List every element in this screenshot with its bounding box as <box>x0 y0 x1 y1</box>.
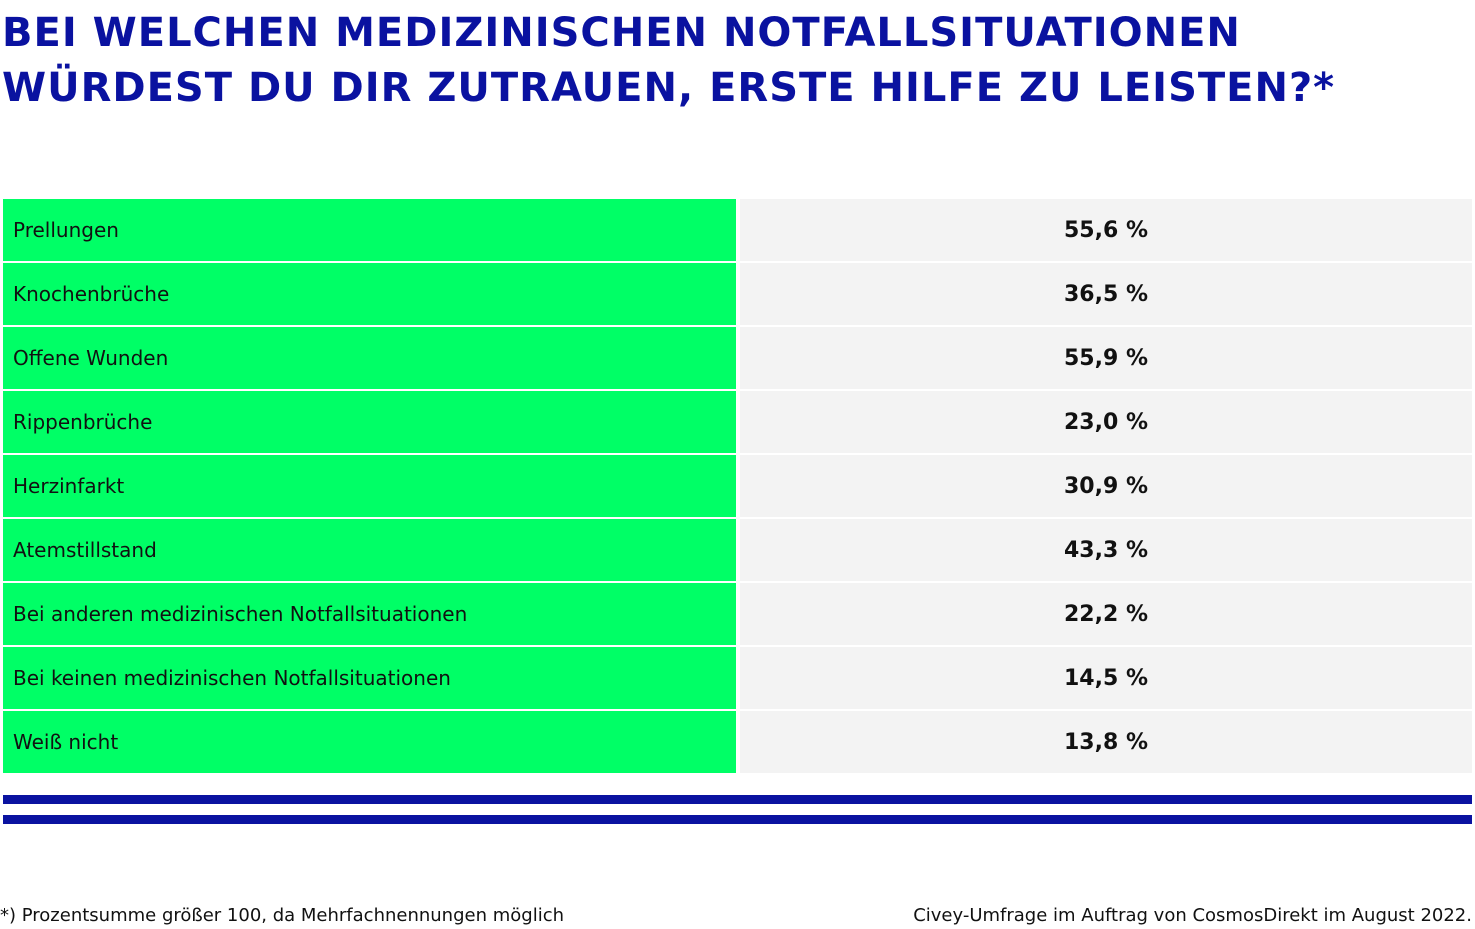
row-label: Bei anderen medizinischen Notfallsituati… <box>3 583 736 645</box>
chart-title-line-2: WÜRDEST DU DIR ZUTRAUEN, ERSTE HILFE ZU … <box>2 65 1336 111</box>
row-value: 14,5 % <box>740 647 1472 709</box>
row-value: 55,9 % <box>740 327 1472 389</box>
cell-gap <box>736 519 740 581</box>
cell-gap <box>736 263 740 325</box>
table-row: Knochenbrüche 36,5 % <box>3 263 1472 325</box>
table-row: Herzinfarkt 30,9 % <box>3 455 1472 517</box>
chart-title: BEI WELCHEN MEDIZINISCHEN NOTFALLSITUATI… <box>2 6 1335 116</box>
cell-gap <box>736 455 740 517</box>
divider-rule-bottom <box>3 815 1472 824</box>
row-value: 36,5 % <box>740 263 1472 325</box>
row-value: 22,2 % <box>740 583 1472 645</box>
source-note: Civey-Umfrage im Auftrag von CosmosDirek… <box>913 905 1472 926</box>
row-value: 43,3 % <box>740 519 1472 581</box>
row-value: 23,0 % <box>740 391 1472 453</box>
row-label: Rippenbrüche <box>3 391 736 453</box>
table-row: Rippenbrüche 23,0 % <box>3 391 1472 453</box>
row-value: 13,8 % <box>740 711 1472 773</box>
row-label: Offene Wunden <box>3 327 736 389</box>
table-row: Offene Wunden 55,9 % <box>3 327 1472 389</box>
cell-gap <box>736 711 740 773</box>
table-row: Bei keinen medizinischen Notfallsituatio… <box>3 647 1472 709</box>
row-value: 55,6 % <box>740 199 1472 261</box>
footnote: *) Prozentsumme größer 100, da Mehrfachn… <box>0 905 565 926</box>
cell-gap <box>736 583 740 645</box>
table-row: Prellungen 55,6 % <box>3 199 1472 261</box>
row-label: Bei keinen medizinischen Notfallsituatio… <box>3 647 736 709</box>
results-table: Prellungen 55,6 % Knochenbrüche 36,5 % Offen… <box>3 199 1472 775</box>
cell-gap <box>736 391 740 453</box>
cell-gap <box>736 647 740 709</box>
table-row: Bei anderen medizinischen Notfallsituati… <box>3 583 1472 645</box>
row-label: Atemstillstand <box>3 519 736 581</box>
row-label: Herzinfarkt <box>3 455 736 517</box>
chart-title-line-1: BEI WELCHEN MEDIZINISCHEN NOTFALLSITUATI… <box>2 10 1241 56</box>
row-label: Knochenbrüche <box>3 263 736 325</box>
cell-gap <box>736 199 740 261</box>
table-row: Weiß nicht 13,8 % <box>3 711 1472 773</box>
row-label: Weiß nicht <box>3 711 736 773</box>
row-value: 30,9 % <box>740 455 1472 517</box>
row-label: Prellungen <box>3 199 736 261</box>
table-row: Atemstillstand 43,3 % <box>3 519 1472 581</box>
divider-rule-top <box>3 795 1472 804</box>
cell-gap <box>736 327 740 389</box>
